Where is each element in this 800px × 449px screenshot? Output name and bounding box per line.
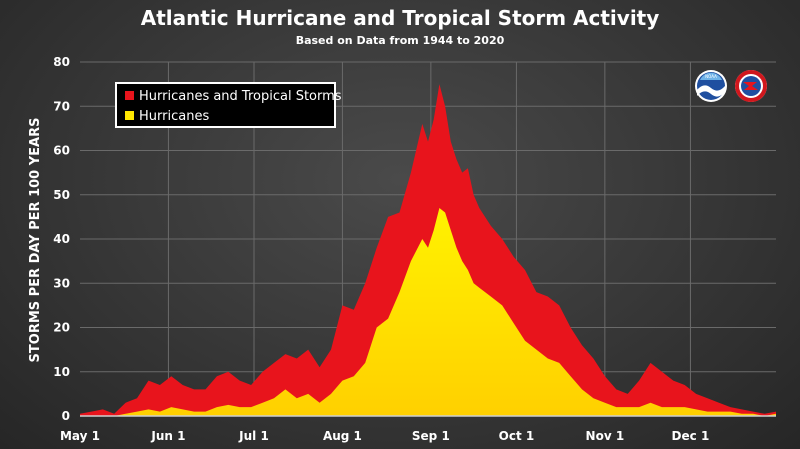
x-tick-label: May 1 xyxy=(60,429,100,443)
x-tick-label: Aug 1 xyxy=(323,429,362,443)
area-hurricanes xyxy=(80,208,776,416)
x-tick-label: Sep 1 xyxy=(412,429,450,443)
legend-swatch-red xyxy=(125,91,134,100)
series-areas xyxy=(80,84,776,416)
y-tick-label: 50 xyxy=(53,188,70,202)
legend: Hurricanes and Tropical Storms Hurricane… xyxy=(115,82,342,128)
legend-swatch-yellow xyxy=(125,111,134,120)
chart-title: Atlantic Hurricane and Tropical Storm Ac… xyxy=(140,6,660,30)
x-tick-label: Jun 1 xyxy=(150,429,185,443)
y-tick-label: 40 xyxy=(53,232,70,246)
y-tick-label: 70 xyxy=(53,99,70,113)
noaa-logo: NOAA xyxy=(695,70,727,102)
y-tick-label: 80 xyxy=(53,55,70,69)
chart-subtitle: Based on Data from 1944 to 2020 xyxy=(295,34,505,47)
y-tick-label: 0 xyxy=(62,409,70,423)
y-tick-label: 30 xyxy=(53,276,70,290)
y-tick-label: 10 xyxy=(53,365,70,379)
x-tick-label: Oct 1 xyxy=(499,429,535,443)
legend-box xyxy=(115,82,336,128)
legend-label-hurricanes: Hurricanes xyxy=(139,109,209,124)
x-tick-label: Dec 1 xyxy=(672,429,710,443)
axes: 0 10 20 30 40 50 60 70 80 May 1 Jun 1 Jul 1 Aug 1 Sep… xyxy=(53,55,776,443)
legend-label-hurricanes-and-tropical-storms: Hurricanes and Tropical Storms xyxy=(139,89,342,104)
y-axis-title: STORMS PER DAY PER 100 YEARS xyxy=(28,118,43,363)
x-tick-label: Jul 1 xyxy=(238,429,269,443)
nws-logo xyxy=(735,70,767,102)
x-tick-label: Nov 1 xyxy=(586,429,625,443)
y-tick-label: 60 xyxy=(53,144,70,158)
noaa-logo-text: NOAA xyxy=(705,74,717,79)
y-tick-label: 20 xyxy=(53,321,70,335)
